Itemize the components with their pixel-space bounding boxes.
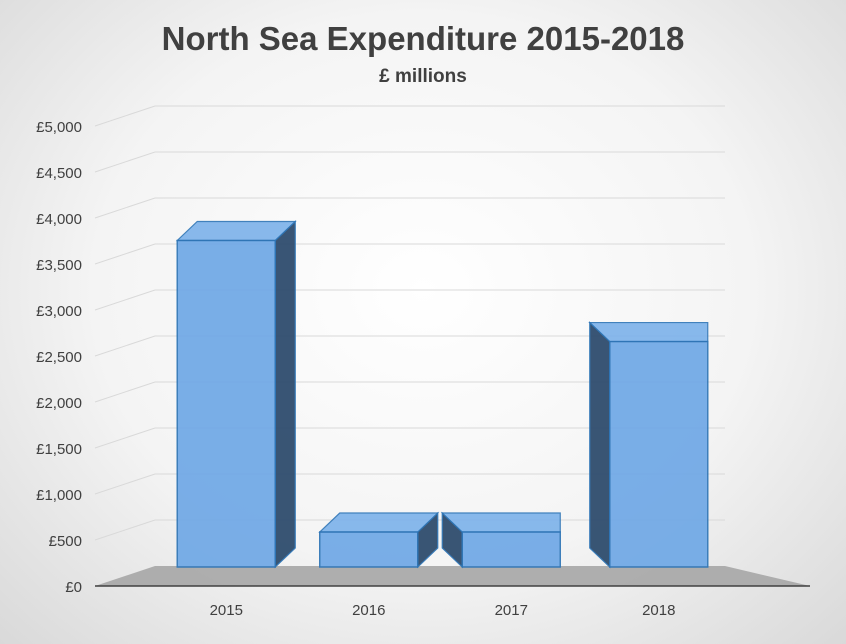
gridline — [94, 473, 725, 495]
y-tick-label: £4,500 — [36, 165, 82, 182]
gridline — [94, 151, 725, 173]
bar — [609, 340, 709, 568]
bar — [319, 531, 419, 568]
bar-top — [175, 220, 297, 242]
y-tick-label: £0 — [65, 579, 82, 596]
bar-side — [589, 321, 611, 569]
y-tick-label: £5,000 — [36, 119, 82, 136]
chart-title: North Sea Expenditure 2015-2018 — [161, 20, 685, 57]
bar-top — [318, 512, 440, 533]
y-tick-label: £500 — [49, 533, 82, 550]
bar — [461, 531, 561, 568]
bar-top — [440, 512, 561, 533]
gridline — [94, 381, 725, 403]
gridline — [94, 427, 725, 449]
y-tick-label: £2,000 — [36, 395, 82, 412]
y-tick-label: £3,500 — [36, 257, 82, 274]
chart-floor — [95, 566, 810, 586]
x-tick-label: 2018 — [642, 602, 675, 619]
y-tick-label: £2,500 — [36, 349, 82, 366]
y-tick-label: £3,000 — [36, 303, 82, 320]
bar-side — [274, 220, 296, 569]
gridline — [94, 105, 725, 127]
gridline — [94, 197, 725, 219]
x-tick-label: 2016 — [352, 602, 385, 619]
x-tick-label: 2017 — [495, 602, 528, 619]
bar-top — [588, 321, 709, 343]
y-tick-label: £1,500 — [36, 441, 82, 458]
y-tick-label: £1,000 — [36, 487, 82, 504]
gridline — [94, 335, 725, 357]
gridline — [94, 289, 725, 311]
gridline — [94, 243, 725, 265]
bar — [176, 239, 276, 568]
y-tick-label: £4,000 — [36, 211, 82, 228]
x-tick-label: 2015 — [210, 602, 243, 619]
chart-subtitle: £ millions — [379, 66, 467, 87]
